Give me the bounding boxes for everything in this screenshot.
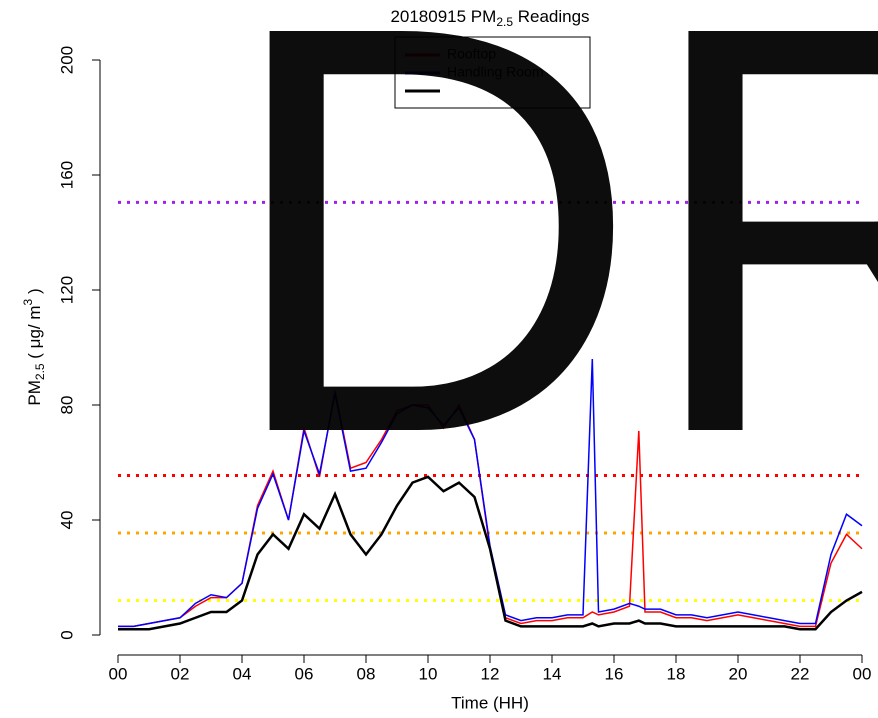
data-line — [118, 475, 863, 631]
y-tick-label: 160 — [57, 161, 76, 189]
x-tick-label: 00 — [109, 664, 128, 683]
x-tick-label: 12 — [481, 664, 500, 683]
y-label-unit: ( μg/ m — [25, 305, 44, 363]
title-main: 20180915 PM — [390, 7, 496, 26]
x-tick-label: 16 — [605, 664, 624, 683]
x-tick-label: 20 — [729, 664, 748, 683]
x-tick-label: 18 — [667, 664, 686, 683]
legend: Rooftop Handling Room — [394, 36, 591, 109]
y-tick-label: 0 — [57, 630, 76, 639]
y-label-main: PM — [25, 380, 44, 406]
y-label-sub: 2.5 — [33, 363, 47, 380]
y-tick-label: 80 — [57, 396, 76, 415]
x-tick-label: 00 — [853, 664, 872, 683]
x-tick-label: 14 — [543, 664, 562, 683]
y-tick-label: 40 — [57, 511, 76, 530]
x-tick-label: 06 — [295, 664, 314, 683]
chart-title: 20180915 PM2.5 Readings — [390, 7, 589, 29]
y-label-end: ) — [25, 288, 44, 298]
title-sub: 2.5 — [496, 15, 513, 29]
x-tick-label: 10 — [419, 664, 438, 683]
y-tick-label: 120 — [57, 276, 76, 304]
y-tick-label: 200 — [57, 46, 76, 74]
legend-label: Rooftop — [447, 46, 496, 62]
y-label-sup: 3 — [21, 298, 35, 305]
x-tick-label: 22 — [791, 664, 810, 683]
x-tick-label: 04 — [233, 664, 252, 683]
watermark: DR — [222, 0, 878, 553]
x-tick-label: 08 — [357, 664, 376, 683]
x-tick-label: 02 — [171, 664, 190, 683]
x-axis-title: Time (HH) — [451, 693, 529, 712]
legend-label: Handling Room — [447, 64, 544, 80]
y-axis-title: PM2.5 ( μg/ m3 ) — [21, 288, 47, 405]
title-end: Readings — [513, 7, 590, 26]
